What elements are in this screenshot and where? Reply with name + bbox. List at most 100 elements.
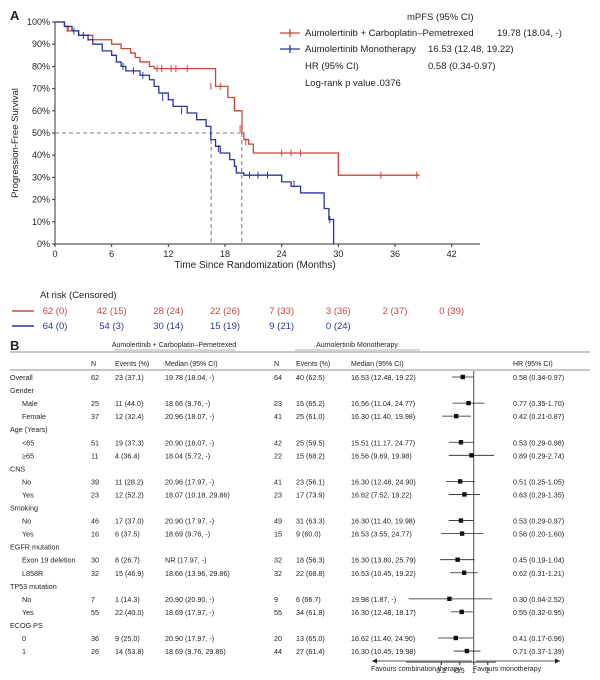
median-group1: 20.90 (18.07, -) bbox=[165, 438, 214, 447]
hr-axis-tick-label: 2 bbox=[486, 668, 490, 675]
events-group1: 19 (37.3) bbox=[115, 438, 144, 447]
median-group2: 16.30 (11.40, 19.98) bbox=[351, 517, 415, 526]
median-group1: NR (17.97, -) bbox=[165, 556, 207, 565]
n-group1: 51 bbox=[91, 438, 99, 447]
median-group1: 20.96 (18.07, -) bbox=[165, 412, 214, 421]
events-group1: 8 (26.7) bbox=[115, 556, 140, 565]
at-risk-title: At risk (Censored) bbox=[40, 290, 117, 301]
at-risk-value: 0 (39) bbox=[439, 306, 464, 317]
subgroup-label: Female bbox=[22, 412, 46, 421]
hr-point bbox=[453, 635, 458, 641]
km-y-tick-label: 40% bbox=[32, 150, 50, 160]
events-group2: 22 (68.8) bbox=[296, 569, 325, 578]
hr-axis-tick-label: 1 bbox=[472, 668, 476, 675]
n-group2: 64 bbox=[274, 373, 282, 382]
subgroup-header: TP53 mutation bbox=[10, 582, 57, 591]
n-group1: 39 bbox=[91, 477, 99, 486]
subgroup-header: EGFR mutation bbox=[10, 543, 60, 552]
n-group1: 11 bbox=[91, 451, 98, 460]
hr-point bbox=[460, 374, 465, 380]
col-n1-header: N bbox=[91, 361, 96, 368]
at-risk-value: 22 (26) bbox=[210, 306, 240, 317]
legend-p-label: Log-rank p value bbox=[305, 78, 376, 89]
n-group2: 55 bbox=[274, 608, 282, 617]
hr-point bbox=[462, 492, 467, 497]
subgroup-label: <65 bbox=[22, 438, 34, 447]
n-group1: 36 bbox=[91, 634, 99, 643]
at-risk-value: 2 (37) bbox=[383, 306, 408, 317]
median-group1: 19.78 (18.04, -) bbox=[165, 373, 214, 382]
median-group1: 18.66 (13.96, 29.86) bbox=[165, 569, 230, 578]
hr-point bbox=[469, 453, 474, 458]
n-group2: 22 bbox=[274, 451, 282, 460]
hr-value: 0.30 (0.04-2.52) bbox=[513, 595, 564, 604]
hr-point bbox=[455, 557, 460, 562]
events-group1: 4 (36.4) bbox=[115, 451, 140, 460]
median-group2: 16.30 (13.80, 25.79) bbox=[351, 556, 416, 565]
events-group2: 25 (61.0) bbox=[296, 412, 325, 421]
at-risk-value: 9 (21) bbox=[269, 321, 294, 332]
hr-point bbox=[447, 596, 452, 602]
n-group2: 20 bbox=[274, 634, 282, 643]
km-x-tick-label: 18 bbox=[220, 249, 230, 259]
at-risk-value: 54 (3) bbox=[99, 321, 124, 332]
n-group2: 44 bbox=[274, 647, 282, 656]
legend-series1-median: 19.78 (18.04, -) bbox=[497, 28, 562, 39]
legend-hr-label: HR (95% CI) bbox=[305, 61, 359, 72]
km-y-tick-label: 50% bbox=[32, 128, 50, 138]
km-y-tick-label: 90% bbox=[32, 39, 50, 49]
hr-point bbox=[458, 518, 464, 523]
median-group2: 16.62 (11.40, 24.90) bbox=[351, 634, 415, 643]
n-group1: 7 bbox=[91, 595, 95, 604]
km-y-tick-label: 80% bbox=[32, 61, 50, 71]
hr-point bbox=[458, 440, 464, 445]
at-risk-value: 7 (33) bbox=[269, 306, 294, 317]
km-x-tick-label: 12 bbox=[163, 249, 173, 259]
events-group2: 27 (61.4) bbox=[296, 647, 325, 656]
subgroup-label: No bbox=[22, 477, 31, 486]
events-group2: 23 (56.1) bbox=[296, 477, 325, 486]
events-group1: 11 (28.2) bbox=[115, 477, 143, 486]
km-x-tick-label: 24 bbox=[277, 249, 287, 259]
km-y-tick-label: 20% bbox=[32, 195, 50, 205]
subgroup-label: Yes bbox=[22, 490, 34, 499]
hr-axis-tick-label: 0.5 bbox=[455, 668, 465, 675]
n-group1: 25 bbox=[91, 399, 99, 408]
median-group2: 16.53 (3.55, 24.77) bbox=[351, 530, 412, 539]
n-group2: 41 bbox=[274, 412, 282, 421]
km-y-tick-label: 30% bbox=[32, 172, 50, 182]
col-events1-header: Events (%) bbox=[115, 361, 149, 368]
group2-header: Aumolertinib Monotherapy bbox=[316, 342, 398, 349]
hr-value: 0.89 (0.29-2.74) bbox=[513, 451, 564, 460]
events-group1: 22 (40.0) bbox=[115, 608, 144, 617]
hr-point bbox=[466, 400, 471, 406]
events-group2: 15 (68.2) bbox=[296, 451, 325, 460]
subgroup-label: 0 bbox=[22, 634, 26, 643]
n-group1: 30 bbox=[91, 556, 99, 565]
median-group1: 20.90 (20.90, -) bbox=[165, 595, 214, 604]
subgroup-label: ≥65 bbox=[22, 451, 34, 460]
col-hr-header: HR (95% CI) bbox=[513, 361, 553, 368]
col-n2-header: N bbox=[274, 361, 279, 368]
col-median2-header: Median (95% CI) bbox=[351, 361, 404, 368]
subgroup-label: No bbox=[22, 595, 31, 604]
subgroup-label: Overall bbox=[10, 373, 33, 382]
events-group2: 25 (59.5) bbox=[296, 438, 325, 447]
events-group1: 6 (37.5) bbox=[115, 530, 140, 539]
subgroup-header: Age (Years) bbox=[10, 425, 48, 434]
events-group2: 13 (65.0) bbox=[296, 634, 325, 643]
median-group1: 18.07 (10.18, 29.86) bbox=[165, 490, 230, 499]
km-y-tick-label: 70% bbox=[32, 84, 50, 94]
n-group2: 32 bbox=[274, 569, 282, 578]
at-risk-value: 42 (15) bbox=[97, 306, 127, 317]
median-group2: 16.62 (7.52, 19.22) bbox=[351, 490, 412, 499]
at-risk-value: 3 (36) bbox=[326, 306, 351, 317]
hr-value: 0.58 (0.34-0.97) bbox=[513, 373, 564, 382]
median-group2: 16.30 (12.48, 24.90) bbox=[351, 477, 416, 486]
hr-value: 0.63 (0.29-1.35) bbox=[513, 490, 564, 499]
n-group1: 55 bbox=[91, 608, 99, 617]
hr-value: 0.56 (0.20-1.60) bbox=[513, 530, 564, 539]
subgroup-label: No bbox=[22, 517, 31, 526]
at-risk-value: 28 (24) bbox=[153, 306, 183, 317]
